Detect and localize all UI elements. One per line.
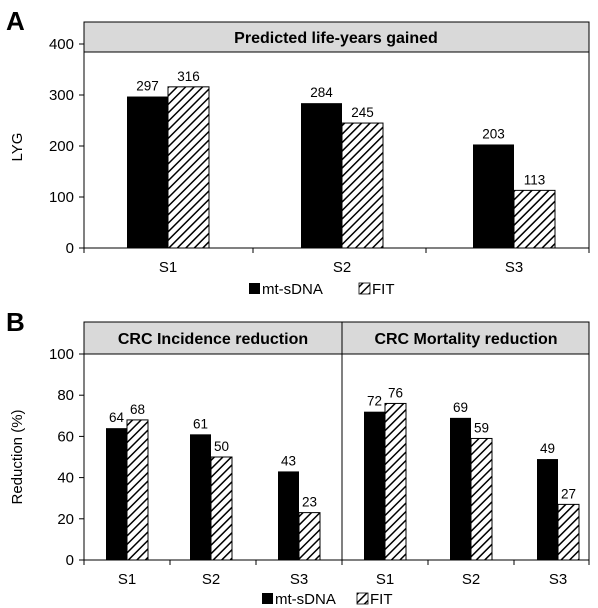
bar-fit-s1 (126, 419, 149, 561)
x-tick-label-s3: S3 (549, 571, 567, 588)
panel-b-left-title: CRC Incidence reduction (118, 331, 308, 348)
panel-b-letter: B (6, 307, 25, 337)
bar-mt-sdna-s2 (301, 103, 342, 248)
data-label-mt-sdna-s2: 69 (453, 400, 468, 415)
y-tick-label: 100 (49, 346, 74, 363)
panel-b-data-labels: 64 68 61 50 43 23 72 76 69 59 49 27 (109, 385, 576, 509)
bar-fit-s2 (210, 456, 233, 561)
panel-a-letter: A (6, 6, 25, 36)
y-tick-label: 80 (57, 387, 74, 404)
bar-mt-sdna-s3 (473, 144, 514, 248)
bar-mt-sdna-s1 (127, 96, 168, 248)
panel-a-header-box (83, 21, 590, 53)
bar-fit-s3 (298, 512, 321, 561)
data-label-mt-sdna-s2: 284 (310, 85, 333, 100)
data-label-fit-s2: 50 (214, 439, 229, 454)
x-tick-label-s1: S1 (159, 259, 177, 276)
bar-fit-s1 (384, 402, 407, 561)
y-tick-label: 400 (49, 36, 74, 53)
data-label-fit-s3: 27 (561, 486, 576, 501)
panel-a-data-labels: 297 316 284 245 203 113 (136, 69, 545, 188)
y-tick-label: 40 (57, 470, 74, 487)
panel-b-bars (106, 402, 580, 561)
panel-b-y-axis-title: Reduction (%) (9, 409, 26, 504)
data-label-fit-s1: 76 (388, 385, 403, 400)
legend-swatch-fit (356, 592, 369, 605)
y-tick-label: 20 (57, 511, 74, 528)
bar-fit-s3 (557, 503, 580, 561)
y-tick-label: 300 (49, 87, 74, 104)
bar-mt-sdna-s2 (190, 434, 211, 560)
legend-swatch-mt-sdna (249, 283, 260, 294)
legend-label-fit: FIT (370, 591, 393, 608)
data-label-mt-sdna-s3: 43 (281, 453, 296, 468)
x-tick-label-s2: S2 (202, 571, 220, 588)
x-tick-label-s3: S3 (290, 571, 308, 588)
data-label-fit-s3: 23 (302, 495, 317, 510)
legend-label-mt-sdna: mt-sDNA (262, 281, 323, 298)
data-label-mt-sdna-s1: 72 (367, 394, 382, 409)
y-tick-label: 60 (57, 428, 74, 445)
y-tick-label: 0 (66, 552, 74, 569)
legend-label-mt-sdna: mt-sDNA (275, 591, 336, 608)
y-tick-label: 200 (49, 138, 74, 155)
panel-a-x-ticks: S1 S2 S3 (83, 248, 590, 276)
y-tick-label: 100 (49, 189, 74, 206)
bar-fit-s3 (513, 189, 556, 249)
panel-b-legend: mt-sDNA FIT (262, 591, 393, 608)
panel-b-y-ticks: 0 20 40 60 80 100 (49, 346, 84, 569)
panel-a-y-ticks: 0 100 200 300 400 (49, 36, 84, 257)
panel-a-legend: mt-sDNA FIT (249, 281, 395, 298)
panel-a-bars (127, 86, 556, 249)
panel-b-plot-frame (83, 353, 590, 561)
data-label-fit-s1: 316 (177, 69, 200, 84)
bar-mt-sdna-s2 (450, 417, 471, 560)
bar-mt-sdna-s1 (364, 411, 385, 560)
x-tick-label-s2: S2 (333, 259, 351, 276)
legend-label-fit: FIT (372, 281, 395, 298)
panel-a-y-axis-title: LYG (9, 133, 26, 162)
data-label-fit-s2: 59 (474, 420, 489, 435)
x-tick-label-s1: S1 (376, 571, 394, 588)
bar-mt-sdna-s3 (537, 459, 558, 560)
panel-a: A Predicted life-years gained LYG 0 100 20… (6, 6, 590, 298)
panel-b: B CRC Incidence reduction CRC Mortality … (6, 307, 590, 608)
bar-fit-s1 (167, 86, 210, 249)
data-label-mt-sdna-s2: 61 (193, 416, 208, 431)
x-tick-label-s2: S2 (462, 571, 480, 588)
bar-fit-s2 (341, 122, 384, 249)
panel-b-right-title: CRC Mortality reduction (374, 331, 557, 348)
bar-fit-s2 (470, 437, 493, 561)
data-label-mt-sdna-s3: 49 (540, 441, 555, 456)
data-label-mt-sdna-s1: 64 (109, 410, 125, 425)
data-label-fit-s1: 68 (130, 402, 145, 417)
y-tick-label: 0 (66, 240, 74, 257)
data-label-mt-sdna-s1: 297 (136, 79, 159, 94)
x-tick-label-s3: S3 (505, 259, 523, 276)
x-tick-label-s1: S1 (118, 571, 136, 588)
bar-mt-sdna-s3 (278, 471, 299, 560)
data-label-mt-sdna-s3: 203 (482, 126, 505, 141)
data-label-fit-s2: 245 (351, 105, 374, 120)
data-label-fit-s3: 113 (524, 172, 546, 187)
legend-swatch-fit (358, 282, 371, 295)
panel-b-header-right (341, 321, 590, 355)
bar-mt-sdna-s1 (106, 428, 127, 560)
panel-a-title: Predicted life-years gained (234, 30, 438, 47)
legend-swatch-mt-sdna (262, 593, 273, 604)
panel-b-x-ticks: S1 S2 S3 S1 S2 S3 (83, 560, 590, 588)
